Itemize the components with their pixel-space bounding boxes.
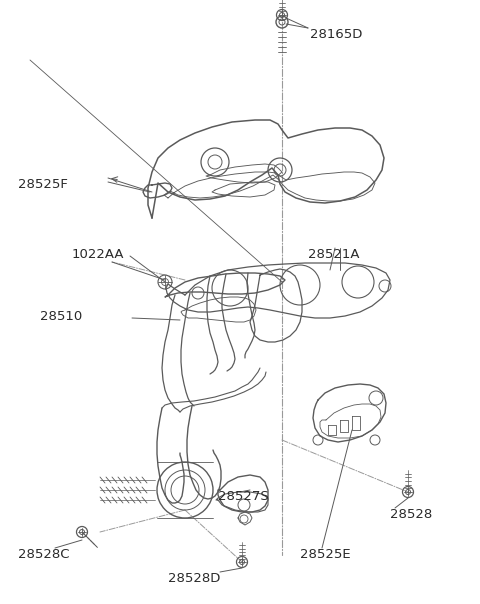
Text: 28521A: 28521A [308,248,360,261]
Text: 28525F: 28525F [18,178,68,191]
Text: 28528C: 28528C [18,548,70,561]
Text: 28528: 28528 [390,508,432,521]
Text: 28165D: 28165D [310,28,362,41]
Text: 28525E: 28525E [300,548,350,561]
Text: 28528D: 28528D [168,572,220,585]
Text: 28527S: 28527S [218,490,269,503]
Text: 1022AA: 1022AA [72,248,124,261]
Text: 28510: 28510 [40,310,82,323]
